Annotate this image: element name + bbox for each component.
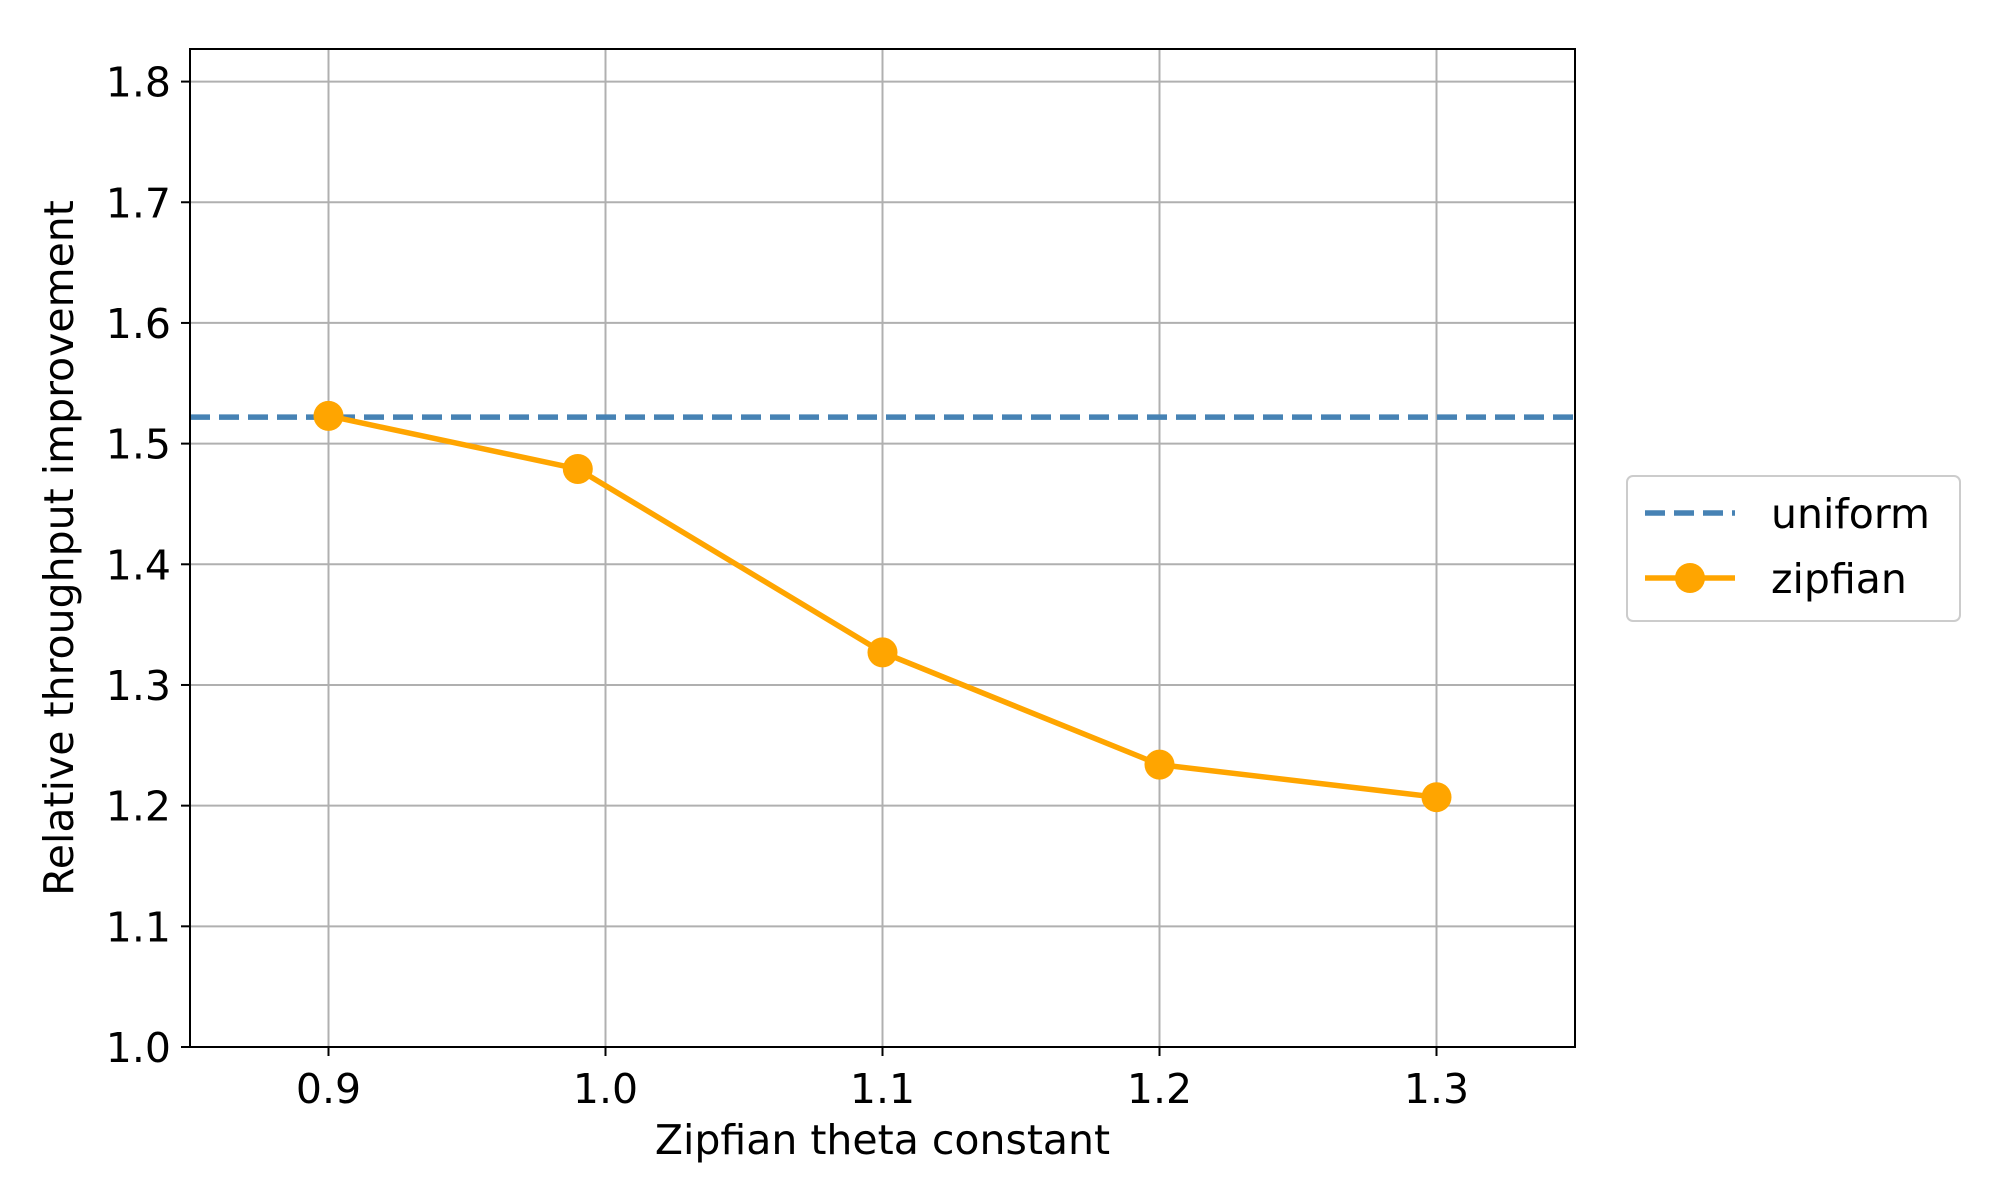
y-tick-label: 1.0 (106, 1024, 171, 1072)
x-tick-label: 1.1 (850, 1065, 915, 1113)
y-tick-label: 1.1 (106, 903, 171, 951)
x-tick-label: 0.9 (296, 1065, 361, 1113)
ticks: 0.9 1.0 1.1 1.2 1.3 1.0 1.1 1.2 1.3 1.4 1.5 1.6 1.7 1… (106, 59, 1469, 1113)
y-tick-label: 1.3 (106, 662, 171, 710)
legend-marker-zipfian (1675, 563, 1705, 593)
data-point-zipfian (313, 400, 344, 431)
legend: uniform zipfian (1626, 475, 1961, 622)
series-layer (190, 400, 1575, 813)
y-tick-label: 1.7 (106, 179, 171, 227)
y-axis-title: Relative throughput improvement (35, 200, 83, 896)
x-tick-label: 1.0 (573, 1065, 638, 1113)
data-point-zipfian (1144, 749, 1175, 780)
x-axis-title: Zipfian theta constant (655, 1116, 1110, 1164)
y-tick-label: 1.2 (106, 783, 171, 831)
grid (190, 49, 1575, 1048)
legend-label-uniform: uniform (1771, 490, 1930, 538)
x-tick-label: 1.3 (1404, 1065, 1469, 1113)
data-point-zipfian (867, 637, 898, 668)
y-tick-label: 1.8 (106, 59, 171, 107)
data-point-zipfian (1421, 782, 1452, 813)
legend-label-zipfian: zipfian (1771, 555, 1907, 603)
x-tick-label: 1.2 (1127, 1065, 1192, 1113)
y-tick-label: 1.6 (106, 300, 171, 348)
y-tick-label: 1.4 (106, 541, 171, 589)
y-tick-label: 1.5 (106, 421, 171, 469)
data-point-zipfian (562, 453, 593, 484)
